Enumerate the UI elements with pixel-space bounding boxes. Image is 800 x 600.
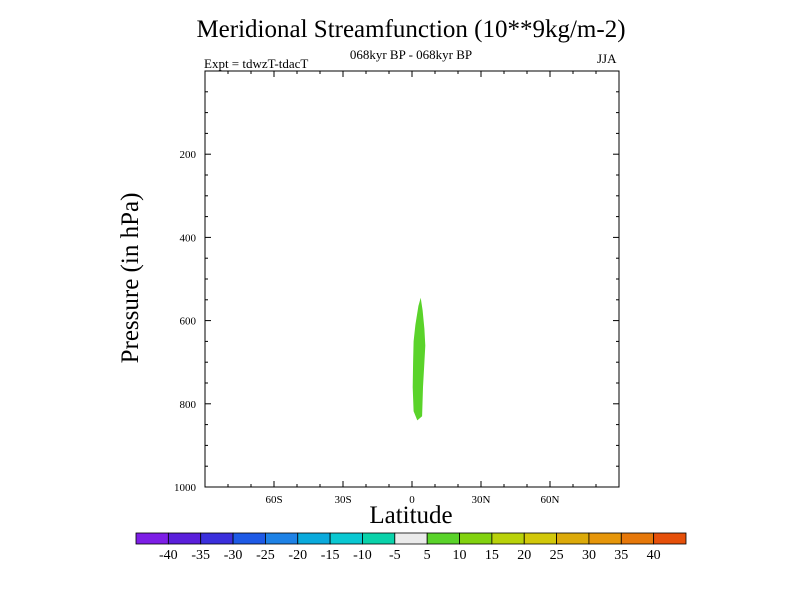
colorbar-swatch <box>200 532 234 545</box>
colorbar-swatch <box>588 532 622 545</box>
colorbar-swatch <box>394 532 428 545</box>
x-tick-label: 30S <box>334 494 351 506</box>
y-tick-label: 200 <box>180 149 197 161</box>
x-tick-label: 0 <box>409 494 415 506</box>
colorbar-swatch <box>459 532 493 545</box>
colorbar-label: -35 <box>191 548 210 563</box>
x-tick-label: 60N <box>541 494 560 506</box>
colorbar: -40 -35 -30 -25 -20 -15 -10 -5 5 10 15 20 25 30 35 40 <box>135 532 687 563</box>
colorbar-swatch <box>329 532 363 545</box>
colorbar-swatch <box>135 532 169 545</box>
experiment-label: Expt = tdwzT-tdacT <box>204 56 309 71</box>
colorbar-label: 25 <box>550 548 564 563</box>
colorbar-label: 40 <box>647 548 661 563</box>
colorbar-swatch <box>265 532 299 545</box>
colorbar-swatch <box>491 532 525 545</box>
chart-title: Meridional Streamfunction (10**9kg/m-2) <box>196 16 626 43</box>
colorbar-label: -40 <box>159 548 178 563</box>
colorbar-swatch <box>426 532 460 545</box>
colorbar-label: -20 <box>288 548 307 563</box>
plot-frame <box>204 70 620 488</box>
colorbar-label: -15 <box>321 548 340 563</box>
colorbar-swatch <box>297 532 331 545</box>
colorbar-swatch <box>232 532 266 545</box>
colorbar-label: -30 <box>224 548 243 563</box>
colorbar-swatch <box>556 532 590 545</box>
colorbar-label: -10 <box>353 548 372 563</box>
x-tick-label: 60S <box>265 494 282 506</box>
colorbar-swatch <box>653 532 687 545</box>
colorbar-swatch <box>362 532 396 545</box>
chart-subtitle: 068kyr BP - 068kyr BP <box>349 47 473 62</box>
y-tick-label: 800 <box>180 399 197 411</box>
colorbar-label: 5 <box>424 548 431 563</box>
colorbar-swatch <box>167 532 202 545</box>
y-tick-label: 400 <box>180 232 197 244</box>
colorbar-label: 10 <box>453 548 467 563</box>
y-tick-label: 600 <box>180 316 197 328</box>
contour-fill-region <box>412 297 426 421</box>
x-axis-label: Latitude <box>369 502 453 529</box>
axes: 200 400 600 800 1000 60S 30S 0 30N 60N <box>174 70 620 506</box>
colorbar-label: -5 <box>389 548 401 563</box>
colorbar-swatch <box>620 532 655 545</box>
colorbar-label: 35 <box>614 548 628 563</box>
season-label: JJA <box>597 51 617 66</box>
colorbar-label: 30 <box>582 548 596 563</box>
colorbar-label: 20 <box>517 548 531 563</box>
colorbar-swatch <box>523 532 557 545</box>
colorbar-label: -25 <box>256 548 275 563</box>
y-tick-label: 1000 <box>174 482 197 494</box>
colorbar-label: 15 <box>485 548 499 563</box>
plot-area <box>412 297 426 421</box>
x-tick-label: 30N <box>472 494 491 506</box>
